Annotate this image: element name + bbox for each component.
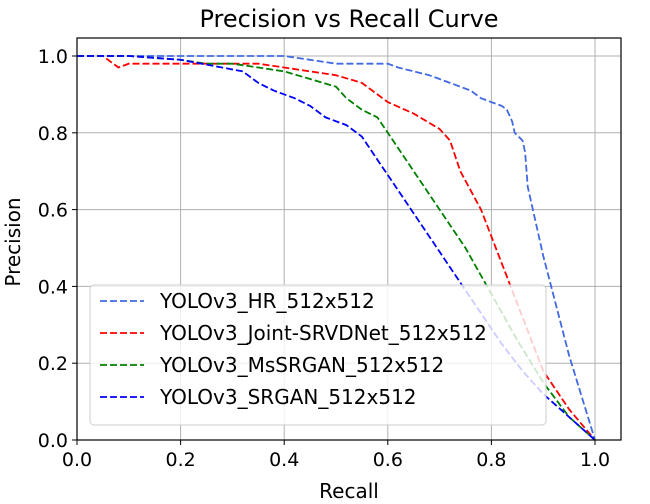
y-tick-label: 0.8 [38, 123, 68, 145]
legend-box [89, 284, 547, 426]
x-axis-label: Recall [319, 479, 379, 503]
y-tick-label: 0.0 [38, 430, 68, 452]
legend-label: YOLOv3_HR_512x512 [159, 289, 375, 313]
legend-label: YOLOv3_SRGAN_512x512 [159, 385, 417, 409]
series-line-1 [77, 55, 596, 441]
y-axis-label: Precision [1, 197, 25, 286]
x-tick-label: 0.4 [269, 449, 299, 471]
x-tick-label: 1.0 [580, 449, 610, 471]
legend-label: YOLOv3_MsSRGAN_512x512 [159, 353, 444, 377]
y-tick-label: 0.6 [38, 200, 68, 222]
y-tick-label: 0.4 [38, 276, 68, 298]
legend-label: YOLOv3_Joint-SRVDNet_512x512 [159, 321, 487, 345]
x-tick-label: 0.8 [476, 449, 506, 471]
ticks: 0.0 0.2 0.4 0.6 0.8 1.0 0.0 0.2 0.4 0.6 0.8 1.0 [38, 46, 610, 471]
y-tick-label: 1.0 [38, 46, 68, 68]
y-tick-label: 0.2 [38, 353, 68, 375]
x-tick-label: 0.2 [165, 449, 195, 471]
series-line-2 [77, 55, 596, 441]
legend: YOLOv3_HR_512x512 YOLOv3_Joint-SRVDNet_51… [89, 284, 547, 426]
chart-title: Precision vs Recall Curve [199, 5, 498, 33]
x-tick-label: 0.6 [373, 449, 403, 471]
plot-frame [76, 37, 622, 441]
x-tick-label: 0.0 [62, 449, 92, 471]
